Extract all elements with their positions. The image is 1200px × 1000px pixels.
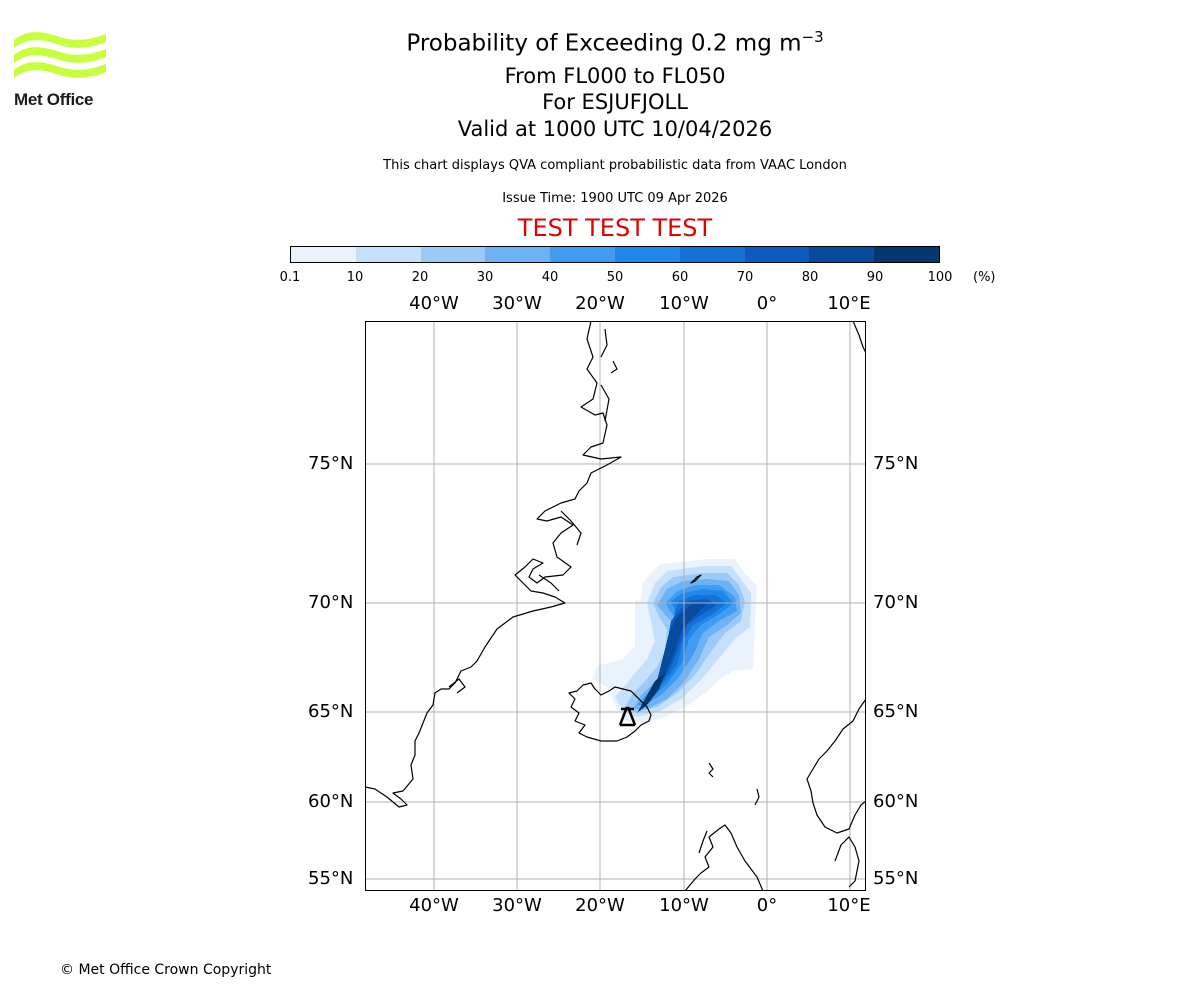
colorbar-bin-3 <box>485 247 551 262</box>
colorbar-tick: 10 <box>346 270 364 285</box>
colorbar-bin-7 <box>744 247 810 262</box>
jan-mayen-coastline <box>690 574 702 584</box>
colorbar-tick: 30 <box>476 270 494 285</box>
lat-label-right: 55°N <box>873 868 919 889</box>
flight-level-range: From FL000 to FL050 <box>504 64 726 88</box>
lon-label-top: 20°W <box>575 293 625 314</box>
colorbar-tick: 20 <box>411 270 429 285</box>
colorbar-tick: 50 <box>606 270 624 285</box>
lat-label-left: 75°N <box>308 453 354 474</box>
lon-label-top: 40°W <box>409 293 459 314</box>
ash-probability-field <box>593 559 757 723</box>
lat-label-right: 70°N <box>873 592 919 613</box>
lon-label-bottom: 40°W <box>409 895 459 916</box>
met-office-logo-text: Met Office <box>14 90 94 109</box>
scotland-coastline <box>684 824 764 891</box>
faroe-coastline <box>708 762 714 778</box>
norway-coastline <box>806 698 866 834</box>
colorbar-tick: 90 <box>866 270 884 285</box>
graticule <box>365 321 866 891</box>
lat-label-left: 60°N <box>308 791 354 812</box>
colorbar-bin-2 <box>420 247 486 262</box>
colorbar-bin-6 <box>679 247 745 262</box>
colorbar-bin-4 <box>550 247 615 262</box>
coastlines <box>365 321 866 891</box>
lat-label-left: 70°N <box>308 592 354 613</box>
colorbar-bin-5 <box>614 247 680 262</box>
lat-label-right: 60°N <box>873 791 919 812</box>
colorbar-tick: 60 <box>671 270 689 285</box>
colorbar-bin-0 <box>291 247 356 262</box>
lon-label-bottom: 0° <box>756 895 778 916</box>
chart-title-exponent: −3 <box>801 28 824 46</box>
greenland-coastline <box>365 321 622 808</box>
lat-label-left: 55°N <box>308 868 354 889</box>
lat-label-left: 65°N <box>308 701 354 722</box>
colorbar-bin-9 <box>874 247 939 262</box>
colorbar-bin-8 <box>809 247 875 262</box>
copyright-notice: © Met Office Crown Copyright <box>60 962 272 978</box>
met-office-waves-icon <box>14 32 106 78</box>
chart-title-text: Probability of Exceeding 0.2 mg m <box>406 30 802 57</box>
lon-label-top: 0° <box>756 293 778 314</box>
colorbar-tick: 0.1 <box>279 270 301 285</box>
lat-label-right: 75°N <box>873 453 919 474</box>
map-frame <box>365 321 866 891</box>
met-office-logo: Met Office <box>14 30 109 115</box>
lon-label-bottom: 20°W <box>575 895 625 916</box>
colorbar <box>290 246 940 263</box>
colorbar-tick: 40 <box>541 270 559 285</box>
lat-label-right: 65°N <box>873 701 919 722</box>
colorbar-bin-1 <box>355 247 421 262</box>
test-banner: TEST TEST TEST <box>517 214 713 242</box>
volcano-name: For ESJUFJOLL <box>542 90 688 114</box>
lon-label-top: 30°W <box>492 293 542 314</box>
lon-label-bottom: 10°W <box>659 895 709 916</box>
iceland-coastline <box>568 682 652 742</box>
volcano-marker-icon <box>618 706 637 727</box>
colorbar-tick: 100 <box>927 270 953 285</box>
valid-time: Valid at 1000 UTC 10/04/2026 <box>457 117 773 141</box>
chart-description: This chart displays QVA compliant probab… <box>383 158 847 173</box>
chart-title: Probability of Exceeding 0.2 mg m−3 <box>406 28 823 57</box>
lon-label-bottom: 30°W <box>492 895 542 916</box>
colorbar-tick: 80 <box>801 270 819 285</box>
colorbar-tick: 70 <box>736 270 754 285</box>
lon-label-top: 10°W <box>659 293 709 314</box>
map-panel <box>365 321 866 891</box>
lon-label-bottom: 10°E <box>827 895 871 916</box>
issue-time: Issue Time: 1900 UTC 09 Apr 2026 <box>502 191 728 206</box>
lon-label-top: 10°E <box>827 293 871 314</box>
colorbar-unit: (%) <box>973 270 996 285</box>
